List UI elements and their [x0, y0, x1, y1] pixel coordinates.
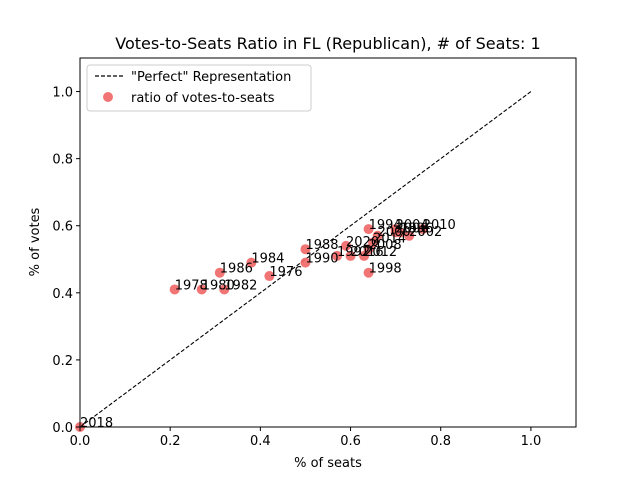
data-point-label: 1976 — [269, 265, 302, 280]
data-point-label: 2006 — [396, 221, 429, 236]
data-point-label: 1986 — [220, 262, 253, 277]
x-axis-ticks: 0.0 0.2 0.4 0.6 0.8 1.0 — [70, 427, 542, 449]
x-axis-label: % of seats — [294, 456, 362, 471]
data-point — [363, 267, 374, 278]
perfect-representation-line — [79, 91, 532, 428]
data-point — [264, 271, 275, 282]
data-point-label: 1994 — [369, 218, 402, 233]
data-point — [219, 284, 230, 295]
data-point — [169, 284, 180, 295]
legend-label-ratio: ratio of votes-to-seats — [131, 91, 275, 106]
x-tick-label: 0.2 — [160, 434, 181, 449]
data-point — [300, 244, 311, 255]
data-point-label: 2016 — [351, 245, 384, 260]
data-point-label: 1980 — [202, 278, 235, 293]
data-point-label: 2004 — [396, 218, 429, 233]
data-point-label: 2000 — [378, 225, 411, 240]
plot-frame — [79, 57, 577, 428]
data-point-label: 2012 — [364, 245, 397, 260]
x-tick-label: 0.8 — [430, 434, 451, 449]
data-point-label: 2020 — [346, 235, 379, 250]
data-point — [404, 230, 415, 241]
data-point — [417, 224, 428, 235]
data-point-label: 2010 — [423, 218, 456, 233]
x-tick-label: 0.6 — [340, 434, 361, 449]
y-tick-label: 0.2 — [52, 354, 73, 369]
data-point-label: 1996 — [400, 221, 433, 236]
x-tick-label: 0.0 — [70, 434, 91, 449]
data-point — [345, 250, 356, 261]
data-point-label: 1992 — [337, 245, 370, 260]
y-tick-label: 0.4 — [52, 287, 73, 302]
data-point — [214, 267, 225, 278]
y-tick-label: 0.6 — [52, 220, 73, 235]
y-tick-label: 1.0 — [52, 86, 73, 101]
data-point — [363, 224, 374, 235]
data-point — [372, 230, 383, 241]
x-tick-label: 1.0 — [521, 434, 542, 449]
data-point — [196, 284, 207, 295]
data-point-label: 1990 — [305, 252, 338, 267]
points-layer — [75, 224, 428, 432]
y-tick-label: 0.0 — [52, 421, 73, 436]
legend-marker-icon — [103, 92, 113, 102]
data-point — [395, 227, 406, 238]
y-axis-label: % of votes — [28, 207, 43, 276]
data-point-label: 1978 — [175, 278, 208, 293]
data-point-label: 1982 — [224, 278, 257, 293]
data-point-label: 2008 — [369, 238, 402, 253]
data-point-label: 1998 — [369, 262, 402, 277]
data-point-label: 2002 — [409, 225, 442, 240]
x-tick-label: 0.4 — [250, 434, 271, 449]
y-axis-ticks: 0.0 0.2 0.4 0.6 0.8 1.0 — [52, 86, 80, 436]
legend: "Perfect" Representation ratio of votes-… — [86, 64, 312, 112]
y-tick-label: 0.8 — [52, 153, 73, 168]
data-point — [341, 240, 352, 251]
point-labels-layer: 1978198019821986198419761988199019922016… — [80, 218, 456, 431]
data-point-label: 2018 — [80, 416, 113, 431]
data-point — [300, 257, 311, 268]
legend-box — [86, 64, 312, 112]
data-point — [332, 250, 343, 261]
data-point-label: 1984 — [251, 252, 284, 267]
legend-label-perfect: "Perfect" Representation — [131, 70, 291, 85]
data-point — [246, 257, 257, 268]
data-point-label: 2014 — [373, 232, 406, 247]
chart-title: Votes-to-Seats Ratio in FL (Republican),… — [115, 34, 540, 53]
reference-line-layer — [79, 91, 532, 428]
data-point-label: 1988 — [305, 238, 338, 253]
